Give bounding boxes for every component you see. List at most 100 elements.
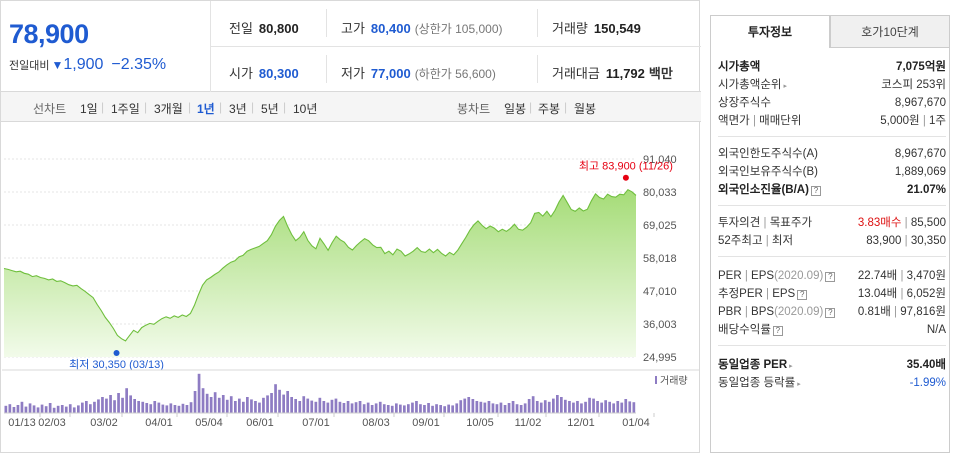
volume-bar [467, 397, 471, 413]
volume-bar [238, 398, 241, 413]
candle-weekly[interactable]: 주봉 [538, 102, 561, 116]
volume-bar [580, 403, 583, 413]
row-52week: 52주최고 | 최저 83,900 | 30,350 [718, 235, 946, 247]
volume-bar [153, 401, 157, 413]
volume-bar [89, 404, 92, 413]
x-tick-label: 01/04 [622, 417, 650, 429]
volume-bar [326, 402, 330, 413]
volume-bar [93, 401, 96, 413]
row-est-per: 추정PER | EPS? 13.04배 | 6,052원 [718, 288, 946, 300]
x-tick-label: 01/13 [8, 417, 36, 429]
period-3y[interactable]: 3년 [229, 102, 247, 116]
volume-bar [161, 404, 165, 413]
volume-bar [169, 403, 173, 413]
volume-bar [213, 392, 217, 413]
period-1d[interactable]: 1일 [80, 102, 98, 116]
volume-bar [588, 397, 591, 413]
open-price: 시가 80,300 [229, 66, 299, 81]
volume-bar [600, 402, 603, 413]
volume-bar [395, 403, 398, 413]
volume-bar [165, 405, 169, 413]
x-tick-label: 04/01 [145, 417, 173, 429]
period-1w[interactable]: 1주일 [111, 102, 140, 116]
volume-bar [568, 401, 571, 413]
volume-bar [560, 397, 563, 413]
candle-daily[interactable]: 일봉 [504, 102, 527, 116]
volume-bar [121, 397, 124, 413]
x-tick-label: 05/04 [195, 417, 223, 429]
volume-bar [455, 403, 459, 413]
volume-bar [350, 403, 354, 413]
volume-bar [378, 401, 382, 413]
volume-bar [431, 405, 434, 413]
x-tick-label: 06/01 [246, 417, 274, 429]
volume-bar [354, 402, 358, 413]
period-1y[interactable]: 1년 [197, 102, 215, 116]
volume-bar [181, 403, 185, 413]
volume-bar [72, 407, 76, 413]
volume-bar [101, 397, 104, 413]
price-box: 78,900 전일대비 ▼1,900 −2.35% [1, 1, 211, 92]
quote-summary: 78,900 전일대비 ▼1,900 −2.35% 전일 80,800 고가 80,40… [1, 1, 701, 92]
volume-bar [366, 402, 370, 413]
volume-bar [608, 401, 611, 413]
change-value: 1,900 [63, 56, 104, 73]
row-per-eps: PER | EPS(2020.09)? 22.74배 | 3,470원 [718, 270, 946, 282]
chevron-right-icon: ▸ [783, 83, 787, 90]
volume-bar [483, 402, 487, 413]
volume-bar [475, 401, 479, 413]
volume-bar [113, 400, 116, 413]
volume-bar [36, 407, 40, 413]
tab-invest-info[interactable]: 투자정보 [710, 15, 830, 48]
volume-bar [246, 397, 249, 413]
volume-bar [596, 401, 599, 413]
volume-bar [547, 401, 551, 413]
current-price: 78,900 [9, 19, 89, 49]
volume-bar [519, 405, 523, 413]
row-foreign-ratio: 외국인소진율(B/A)? 21.07% [718, 184, 946, 196]
volume-bar [282, 394, 285, 413]
volume-bar [77, 405, 80, 413]
volume-bar [229, 396, 233, 413]
volume-bar [527, 399, 531, 413]
low-price: 저가 77,000 (하한가 56,600) [341, 66, 496, 81]
row-sector-rate[interactable]: 동일업종 등락률 ▸ -1.99% [718, 377, 946, 389]
volume-bar [342, 403, 346, 413]
period-10y[interactable]: 10년 [293, 102, 318, 116]
max-label: 최고 83,900 (11/26) [579, 160, 673, 173]
volume-bar [24, 406, 28, 413]
volume-bar [604, 400, 607, 413]
volume-bar [374, 403, 378, 413]
volume-bar [105, 398, 108, 413]
period-3m[interactable]: 3개월 [154, 102, 183, 116]
row-market-cap-rank[interactable]: 시가총액순위 ▸ 코스피 253위 [718, 79, 946, 91]
x-tick-label: 03/02 [90, 417, 118, 429]
period-5y[interactable]: 5년 [261, 102, 279, 116]
price-chart[interactable]: 91,040 80,033 69,025 58,018 47,010 36,003 24,9… [2, 123, 700, 453]
volume-bar [64, 406, 68, 413]
volume-bar [254, 401, 257, 413]
volume-bar [40, 404, 44, 413]
volume-bar [503, 405, 507, 413]
row-dividend: 배당수익률? N/A [718, 324, 946, 336]
volume-bar [592, 398, 595, 413]
volume-bar [141, 401, 145, 413]
volume-bar [189, 402, 193, 413]
volume-bar [334, 398, 338, 413]
down-arrow-icon: ▼ [51, 58, 64, 72]
tab-hoga[interactable]: 호가10단계 [830, 15, 950, 48]
volume-bar [612, 403, 615, 413]
volume-bar [225, 399, 229, 413]
help-icon: ? [772, 326, 783, 336]
high-price: 고가 80,400 (상한가 105,000) [341, 21, 503, 36]
volume: 거래량 150,549 [552, 21, 641, 36]
volume-bar [234, 401, 237, 413]
volume-bar [495, 404, 499, 413]
volume-bar [68, 404, 72, 413]
volume-bar [616, 401, 620, 413]
volume-bar [32, 405, 36, 413]
volume-bar [382, 404, 386, 413]
candle-monthly[interactable]: 월봉 [574, 102, 597, 116]
volume-bar [294, 399, 297, 413]
y-tick-label: 47,010 [643, 286, 677, 298]
